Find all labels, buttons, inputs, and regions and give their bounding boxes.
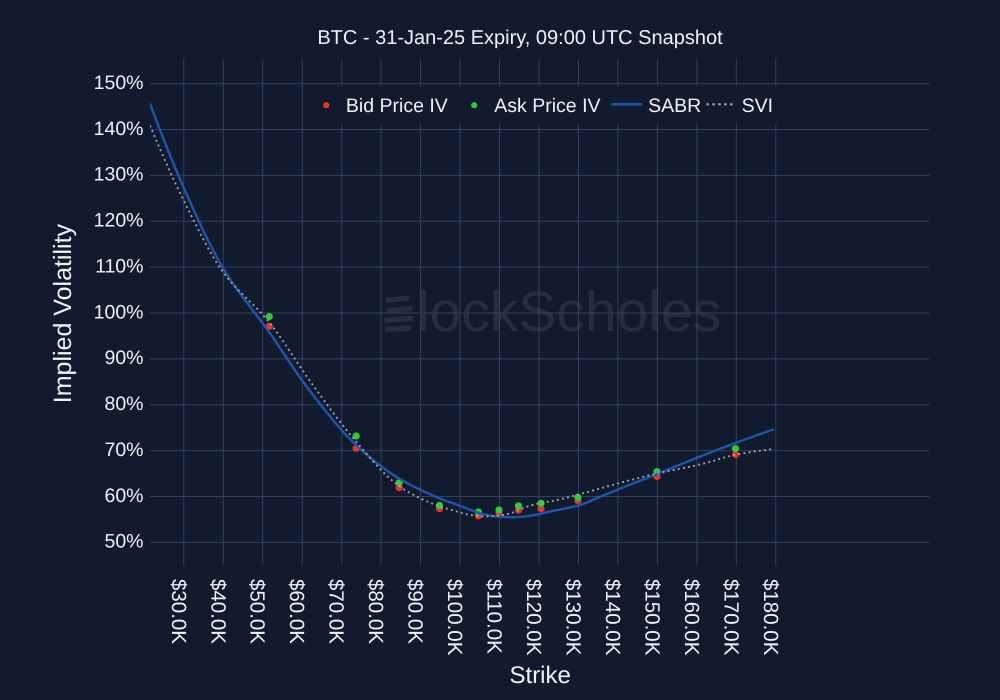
svg-text:lockScholes: lockScholes [417, 280, 721, 344]
svg-text:100%: 100% [94, 301, 144, 323]
svg-text:SVI: SVI [742, 95, 773, 117]
svg-text:$140.0K: $140.0K [601, 579, 624, 656]
svg-text:80%: 80% [104, 393, 143, 415]
svg-text:$90.0K: $90.0K [404, 579, 427, 644]
svg-text:$170.0K: $170.0K [719, 579, 742, 656]
svg-text:BTC - 31-Jan-25 Expiry, 09:00: BTC - 31-Jan-25 Expiry, 09:00 UTC Snapsh… [317, 27, 723, 49]
svg-text:$150.0K: $150.0K [640, 579, 663, 656]
svg-text:150%: 150% [94, 72, 144, 94]
svg-text:$110.0K: $110.0K [483, 579, 506, 654]
svg-text:120%: 120% [94, 210, 144, 232]
svg-text:$70.0K: $70.0K [325, 579, 348, 644]
svg-text:90%: 90% [104, 347, 143, 369]
svg-text:SABR: SABR [648, 95, 701, 117]
svg-text:140%: 140% [94, 118, 144, 140]
svg-text:60%: 60% [104, 485, 143, 507]
svg-text:70%: 70% [104, 439, 143, 461]
svg-text:$180.0K: $180.0K [759, 579, 782, 656]
svg-text:$40.0K: $40.0K [206, 579, 229, 644]
svg-text:50%: 50% [104, 531, 143, 553]
svg-text:110%: 110% [95, 255, 143, 277]
svg-text:$130.0K: $130.0K [562, 579, 585, 656]
svg-text:$80.0K: $80.0K [364, 579, 387, 644]
svg-text:Strike: Strike [510, 662, 571, 689]
svg-text:$30.0K: $30.0K [167, 579, 190, 644]
svg-text:130%: 130% [94, 164, 144, 186]
svg-text:$50.0K: $50.0K [246, 579, 269, 644]
svg-text:$120.0K: $120.0K [522, 579, 545, 656]
svg-text:Bid Price IV: Bid Price IV [346, 95, 448, 117]
svg-text:$160.0K: $160.0K [680, 579, 703, 656]
svg-text:$60.0K: $60.0K [285, 579, 308, 644]
svg-text:Implied Volatility: Implied Volatility [49, 223, 77, 403]
svg-text:$100.0K: $100.0K [443, 579, 466, 656]
svg-text:Ask Price IV: Ask Price IV [494, 95, 600, 117]
